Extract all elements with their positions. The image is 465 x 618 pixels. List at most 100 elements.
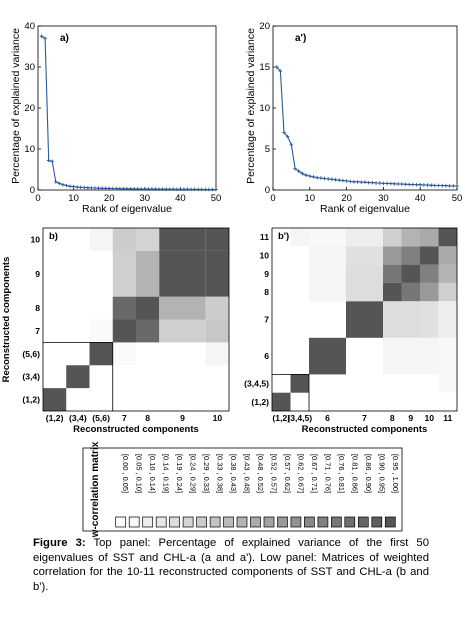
legend: w-correlation matrix [0.00 , 0.05] [0.05 ,…	[82, 441, 403, 538]
legend-range-label: [0.19 , 0.24]	[175, 454, 184, 493]
legend-range-label: [0.86 , 0.90]	[364, 454, 373, 493]
b2-heat-cell	[309, 228, 346, 247]
b-heat-cell	[112, 342, 136, 366]
a-data-point	[50, 159, 55, 164]
b2-heat-cell	[401, 282, 420, 302]
b-heat-cell	[112, 228, 136, 251]
b-ytick-label: (1,2)	[22, 395, 40, 405]
a2-data-point	[296, 169, 301, 173]
legend-range-label: [0.14 , 0.19]	[162, 454, 171, 493]
b-ylabel: Reconstructed components	[1, 257, 12, 383]
a2-data-point	[341, 178, 345, 183]
a2-ytick-label: 0	[265, 185, 270, 196]
b-ytick-label: 8	[35, 303, 40, 313]
a2-data-point	[285, 134, 290, 139]
b-xtick-label: 8	[145, 413, 150, 423]
a-data-point	[167, 187, 172, 192]
a2-xtick-label: 30	[378, 193, 389, 204]
legend-swatch	[331, 516, 342, 528]
figure-caption: Figure 3: Top panel: Percentage of expla…	[33, 536, 429, 594]
b2-heat-cell	[272, 392, 291, 411]
b-heat-cell	[89, 342, 113, 366]
a-data-point	[82, 185, 87, 190]
a-ytick-label: 20	[24, 103, 35, 114]
a2-data-point	[326, 177, 330, 181]
b2-heat-cell	[438, 228, 457, 247]
a-data-point	[178, 187, 183, 192]
a2-data-point	[282, 130, 286, 135]
caption-text: Top panel: Percentage of explained varia…	[33, 537, 429, 593]
a-ytick-label: 30	[24, 62, 35, 73]
b-ytick-label: 9	[35, 269, 40, 279]
b2-heat-cell	[383, 337, 402, 375]
b-heat-cell	[159, 228, 206, 251]
b2-heat-cell	[401, 228, 420, 247]
b2-heat-cell	[309, 282, 346, 302]
a2-data-point	[444, 183, 448, 188]
b-heat-cell	[112, 319, 136, 343]
legend-range-label: [0.67 , 0.71]	[310, 454, 319, 493]
b2-heat-cell	[438, 282, 457, 302]
legend-swatch	[128, 516, 140, 528]
a-data-point	[160, 187, 165, 191]
b-heat-cell	[43, 388, 67, 412]
b2-heat-cell	[383, 264, 402, 283]
legend-range-label: [0.90 , 0.95]	[377, 454, 386, 493]
b-xtick-label: 7	[122, 413, 127, 423]
a-data-point	[203, 187, 208, 192]
a2-xtick-label: 20	[341, 193, 352, 204]
a2-data-point	[451, 184, 456, 188]
b-heat-cell	[205, 250, 229, 297]
a2-data-point	[300, 171, 305, 176]
a2-data-point	[359, 180, 364, 185]
a2-data-point	[374, 181, 378, 185]
b2-heat-cell	[401, 337, 420, 375]
legend-range-label: [0.05 , 0.10]	[135, 454, 144, 493]
a2-data-point	[407, 182, 411, 187]
b-heat-cell	[66, 365, 90, 389]
a-frame	[37, 25, 217, 191]
legend-swatch	[290, 516, 302, 528]
a2-data-point	[400, 182, 404, 186]
b2-heat-cell	[420, 264, 439, 283]
legend-swatch	[384, 516, 396, 528]
a2-data-point	[425, 183, 430, 187]
b-heat-cell	[136, 296, 160, 320]
a2-data-point	[344, 179, 349, 183]
a2-xtick-label: 0	[270, 193, 275, 204]
b-ytick-label: (3,4)	[22, 372, 40, 382]
legend-swatch	[277, 516, 288, 528]
a-data-point	[78, 185, 83, 190]
b2-heat-cell	[420, 301, 439, 338]
a-data-point	[68, 184, 72, 189]
a2-series-line	[276, 66, 458, 187]
a-data-point	[100, 186, 104, 191]
a2-data-point	[447, 184, 452, 188]
legend-range-label: [0.38 , 0.43]	[229, 454, 238, 493]
legend-range-label: [0.33 , 0.38]	[216, 454, 225, 493]
b2-heat-cell	[420, 337, 439, 375]
b2-ytick-label: 10	[259, 250, 269, 260]
a-ytick-label: 0	[30, 185, 35, 196]
b2-xlabel: Reconstructed components	[302, 424, 428, 435]
a-data-point	[93, 186, 97, 190]
legend-swatch	[182, 516, 194, 528]
b2-ytick-label: 9	[264, 269, 269, 279]
a-data-point	[39, 34, 44, 39]
a2-data-point	[352, 180, 356, 184]
b2-heat-cell	[420, 246, 439, 265]
b2-heat-cell	[290, 228, 309, 247]
a2-data-point	[311, 175, 316, 179]
a-data-point	[64, 183, 69, 188]
a2-data-point	[278, 69, 283, 73]
b2-xtick-label: (3,4,5)	[287, 413, 312, 423]
b-ytick-label: 10	[30, 234, 40, 244]
legend-range-label: [0.43 , 0.48]	[243, 454, 252, 493]
b2-heat-cell	[383, 301, 402, 338]
b-xtick-label: 10	[213, 413, 223, 423]
a2-data-point	[388, 181, 393, 186]
b-heat-cell	[159, 296, 206, 320]
